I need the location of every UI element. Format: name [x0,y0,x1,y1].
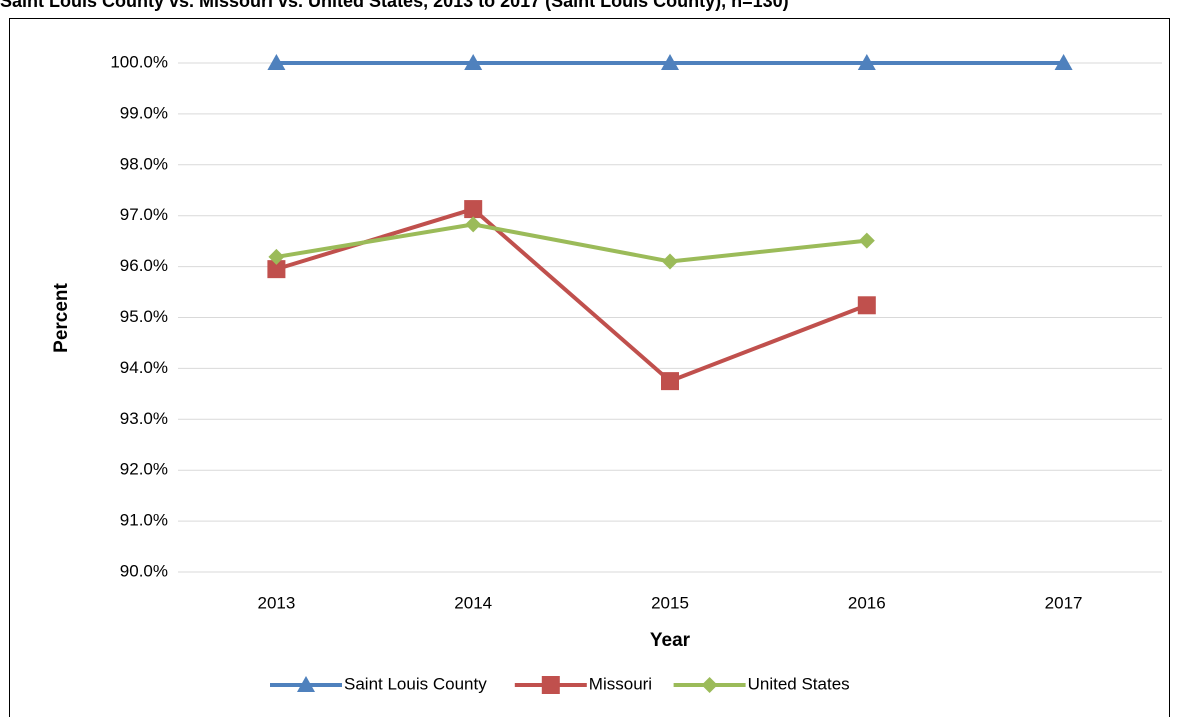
marker [662,253,678,270]
y-tick-label: 91.0% [120,511,168,530]
marker [661,54,679,70]
marker [857,54,876,70]
y-tick-label: 97.0% [120,205,168,224]
y-tick-label: 100.0% [110,52,168,71]
x-tick-label: 2013 [257,593,295,612]
marker [857,296,876,315]
y-tick-label: 93.0% [120,409,168,428]
y-tick-label: 96.0% [120,256,168,275]
marker [464,200,483,219]
x-tick-label: 2014 [454,593,492,612]
legend-label: Saint Louis County [344,674,487,693]
marker [701,677,718,693]
y-tick-label: 95.0% [120,307,168,326]
marker [541,676,560,694]
marker [465,216,482,233]
series-line [276,222,868,264]
y-tick-label: 92.0% [120,460,168,479]
marker [267,260,286,279]
y-tick-label: 98.0% [120,154,168,173]
marker [464,54,483,70]
chart-title: Saint Louis County vs. Missouri vs. Unit… [0,0,789,11]
marker [1054,54,1073,70]
marker [858,232,875,249]
marker [268,248,285,265]
x-tick-label: 2016 [848,593,886,612]
legend-label: Missouri [589,674,652,693]
legend-label: United States [748,674,850,693]
chart-border [9,18,1170,717]
y-axis-label: Percent [51,282,72,352]
x-axis-label: Year [650,630,691,651]
y-tick-label: 90.0% [120,561,168,580]
y-tick-label: 99.0% [120,103,168,122]
marker [661,372,679,391]
marker [267,54,286,70]
x-tick-label: 2015 [651,593,689,612]
marker [297,676,315,692]
y-tick-label: 94.0% [120,358,168,377]
x-tick-label: 2017 [1045,593,1083,612]
